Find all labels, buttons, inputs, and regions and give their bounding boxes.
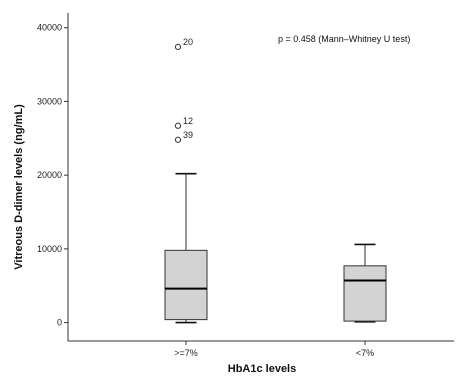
y-tick-label: 0 — [57, 318, 62, 328]
y-tick-label: 40000 — [37, 23, 62, 33]
p-value-annotation: p = 0.458 (Mann–Whitney U test) — [278, 34, 410, 44]
y-axis-title: Vitreous D-dimer levels (ng/mL) — [13, 104, 25, 270]
outlier-point — [174, 43, 182, 51]
box-iqr — [343, 265, 387, 322]
x-axis-title: HbA1c levels — [228, 363, 296, 375]
y-tick-label: 10000 — [37, 244, 62, 254]
x-axis: >=7% <7% — [68, 340, 454, 358]
boxes: 20 12 39 — [164, 37, 387, 324]
outlier-label: 39 — [183, 130, 193, 140]
box-iqr — [164, 249, 208, 321]
outlier-label: 20 — [183, 37, 193, 47]
outlier-point — [174, 122, 182, 129]
x-tick-label: >=7% — [174, 348, 198, 358]
outlier-point — [174, 136, 182, 143]
y-tick-label: 20000 — [37, 170, 62, 180]
y-axis: 0 10000 20000 30000 40000 — [37, 13, 69, 341]
y-tick-label: 30000 — [37, 96, 62, 106]
outlier-label: 12 — [183, 116, 193, 126]
x-tick-label: <7% — [356, 348, 374, 358]
